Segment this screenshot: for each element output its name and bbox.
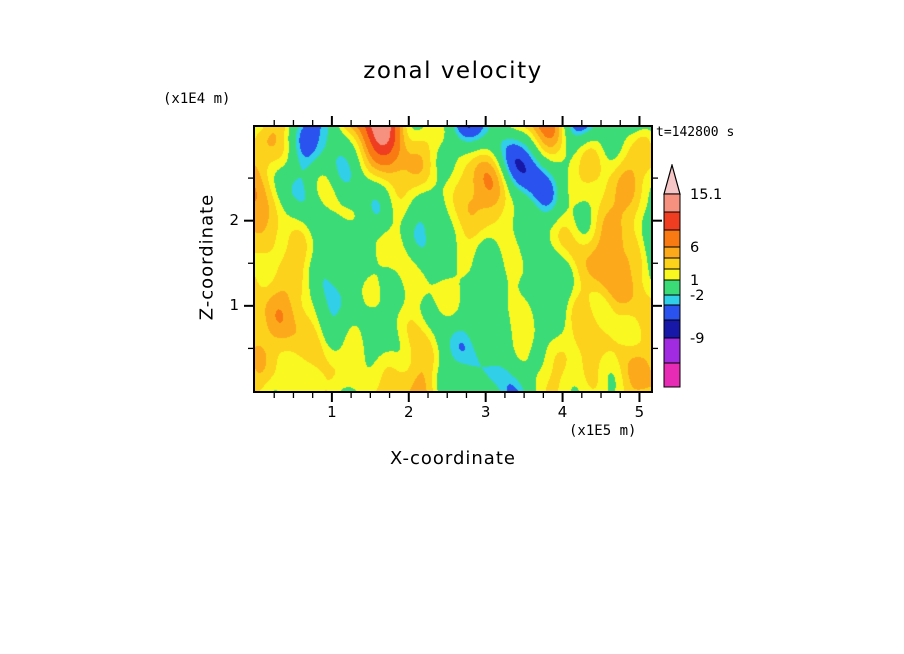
- x-tick-label: 3: [480, 403, 491, 421]
- colorbar-segment: [663, 268, 681, 281]
- colorbar-label: 6: [690, 240, 699, 256]
- colorbar-segment: [663, 362, 681, 388]
- colorbar-segment: [663, 279, 681, 296]
- colorbar-label: 1: [690, 273, 699, 289]
- colorbar-label: 15.1: [690, 187, 722, 203]
- timestamp-label: t=142800 s: [656, 125, 735, 140]
- colorbar-label: -2: [690, 288, 704, 304]
- colorbar-segment: [663, 211, 681, 231]
- z-axis-units: (x1E4 m): [163, 91, 231, 107]
- colorbar-segment: [663, 193, 681, 213]
- colorbar-segment: [663, 257, 681, 270]
- x-axis-label: X-coordinate: [390, 448, 516, 469]
- colorbar-segment: [663, 246, 681, 259]
- contour-field-canvas: [255, 127, 651, 391]
- colorbar-label: -9: [690, 331, 704, 347]
- z-tick-label: 2: [229, 210, 239, 229]
- z-tick-label: 1: [229, 295, 239, 314]
- x-axis-units: (x1E5 m): [569, 423, 637, 439]
- colorbar-segment: [663, 337, 681, 364]
- x-tick-label: 2: [404, 403, 414, 421]
- plot-title: zonal velocity: [363, 58, 543, 84]
- colorbar-arrow: [663, 162, 681, 195]
- colorbar-segment: [663, 229, 681, 248]
- plot-area: [253, 125, 653, 393]
- x-tick-label: 4: [557, 403, 568, 421]
- colorbar-segment: [663, 319, 681, 339]
- x-tick-label: 5: [634, 403, 645, 421]
- x-tick-label: 1: [327, 403, 337, 421]
- colorbar-segment: [663, 304, 681, 321]
- colorbar: 15.1 6 1 -2 -9: [662, 162, 762, 413]
- colorbar-segment: [663, 294, 681, 306]
- colorbar-svg: 15.1 6 1-2 -9: [663, 162, 722, 388]
